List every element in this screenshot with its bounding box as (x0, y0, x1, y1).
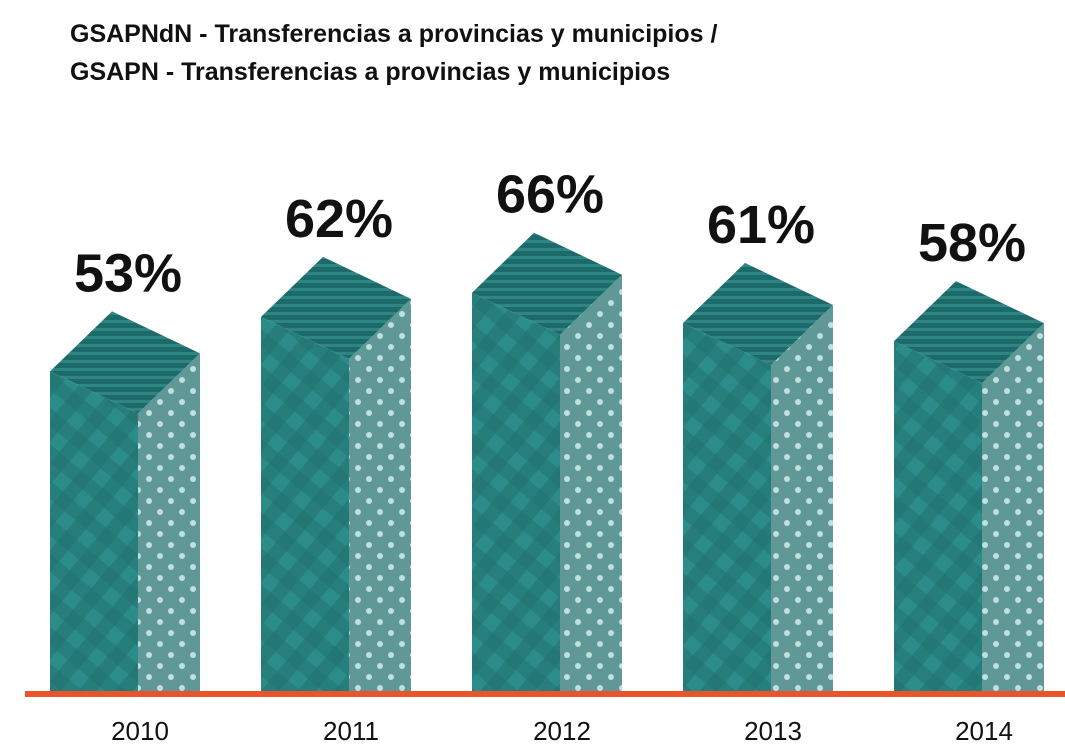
value-label: 66% (496, 165, 604, 225)
chart-title: GSAPN - Transferencias a provincias y mu… (70, 58, 670, 86)
bar (50, 311, 200, 692)
bar-right-face (349, 299, 411, 692)
bar-left-face (261, 317, 349, 692)
bar (472, 233, 622, 692)
bars: 53% 2010 62% 2011 66% 2012 61% 2013 58% 2014 (50, 165, 1044, 745)
bar (894, 281, 1044, 692)
bar-right-face (982, 323, 1044, 692)
bar-right-face (560, 275, 622, 692)
bar (683, 263, 833, 692)
bar (261, 257, 411, 692)
value-label: 53% (74, 243, 182, 303)
bar-right-face (771, 305, 833, 692)
value-label: 61% (707, 195, 815, 255)
bar-left-face (472, 293, 560, 692)
chart-title: GSAPNdN - Transferencias a provincias y … (70, 20, 717, 48)
bar-left-face (50, 371, 138, 692)
x-tick-label: 2013 (744, 716, 802, 745)
value-label: 58% (918, 213, 1026, 273)
bar-left-face (683, 323, 771, 692)
x-tick-label: 2011 (323, 716, 379, 745)
chart: GSAPNdN - Transferencias a provincias y … (0, 0, 1065, 745)
x-tick-label: 2012 (533, 716, 591, 745)
page: GSAPNdN - Transferencias a provincias y … (0, 0, 1065, 745)
value-label: 62% (285, 189, 393, 249)
x-tick-label: 2014 (955, 716, 1013, 745)
x-tick-label: 2010 (111, 716, 169, 745)
bar-left-face (894, 341, 982, 692)
